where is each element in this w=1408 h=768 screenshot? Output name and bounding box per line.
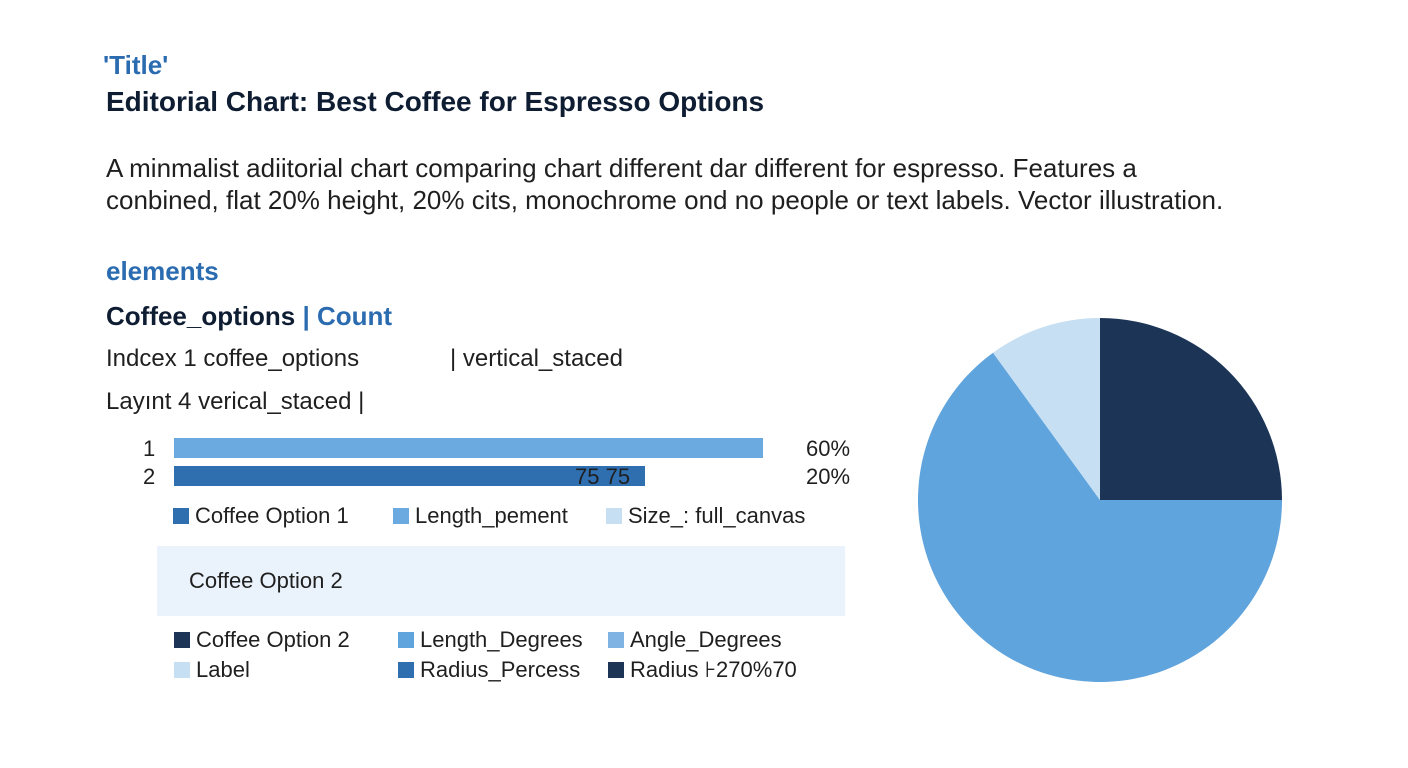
- callout-box: Coffee Option 2: [157, 546, 845, 616]
- legend-label: Size_: full_canvas: [628, 503, 806, 528]
- chart-kicker: 'Title': [103, 50, 169, 80]
- legend-item-label: Label: [174, 657, 250, 683]
- callout-text: Coffee Option 2: [189, 568, 343, 593]
- description-line-1: A minmalist adiitorial chart comparing c…: [106, 153, 1137, 183]
- pie-slice-3: [993, 318, 1100, 500]
- subhead-separator: |: [295, 301, 317, 331]
- legend-label: Radius ⊦270%70: [630, 657, 797, 682]
- legend-label: Length_Degrees: [420, 627, 583, 652]
- legend-item-size-full-canvas: Size_: full_canvas: [606, 503, 805, 529]
- section-subhead: Coffee_options | Count: [106, 301, 392, 332]
- legend-swatch: [398, 662, 414, 678]
- pie-slice-2: [918, 352, 1282, 682]
- elements-label: elements: [106, 256, 219, 286]
- bar-category-1: 1: [143, 436, 156, 461]
- meta-line-1-right: | vertical_staced: [450, 345, 623, 372]
- subhead-right: Count: [316, 301, 393, 331]
- pie-slice-1: [1100, 318, 1282, 500]
- legend-item-coffee-option-1: Coffee Option 1: [173, 503, 349, 529]
- legend-swatch: [398, 632, 414, 648]
- legend-label: Radius_Percess: [420, 657, 581, 682]
- legend-swatch: [608, 632, 624, 648]
- subhead-left: Coffee_options: [106, 301, 296, 331]
- legend-swatch: [174, 632, 190, 648]
- legend-item-radius-percess: Radius_Percess: [398, 657, 580, 683]
- legend-swatch: [173, 508, 189, 524]
- legend-label: Coffee Option 1: [195, 503, 349, 528]
- legend-item-length-pement: Length_pement: [393, 503, 568, 529]
- legend-swatch: [608, 662, 624, 678]
- bar-1: [174, 438, 764, 458]
- pie-chart: [918, 318, 1282, 682]
- legend-item-radius-270: Radius ⊦270%70: [608, 657, 797, 683]
- legend-swatch: [606, 508, 622, 524]
- description-line-2: conbined, flat 20% height, 20% cits, mon…: [106, 185, 1224, 215]
- meta-line-2: Layınt 4 verical_staced |: [106, 388, 365, 415]
- bar-1-right-label: 60%: [806, 436, 851, 461]
- meta-line-1-left: Indcex 1 coffee_options: [106, 345, 360, 372]
- legend-label: Coffee Option 2: [196, 627, 350, 652]
- legend-label: Label: [196, 657, 250, 682]
- legend-item-coffee-option-2: Coffee Option 2: [174, 627, 350, 653]
- legend-item-angle-degrees: Angle_Degrees: [608, 627, 782, 653]
- bar-2: [174, 466, 646, 486]
- legend-swatch: [393, 508, 409, 524]
- bar-2-right-label: 20%: [806, 464, 851, 489]
- chart-title: Editorial Chart: Best Coffee for Espress…: [106, 86, 765, 117]
- chart-description: A minmalist adiitorial chart comparing c…: [106, 152, 1223, 216]
- bar-2-inline-label: 75 75: [575, 464, 631, 489]
- legend-swatch: [174, 662, 190, 678]
- legend-label: Length_pement: [415, 503, 568, 528]
- legend-label: Angle_Degrees: [630, 627, 782, 652]
- legend-item-length-degrees: Length_Degrees: [398, 627, 583, 653]
- bar-category-2: 2: [143, 464, 156, 489]
